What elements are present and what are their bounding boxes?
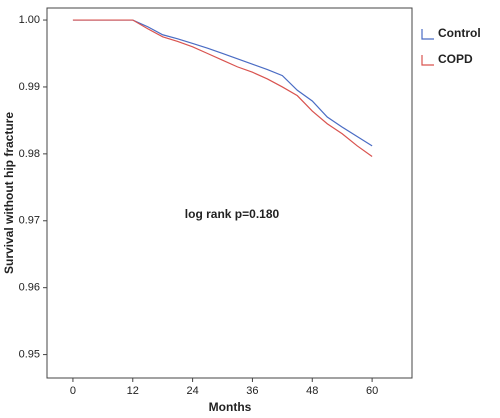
legend-marker xyxy=(421,29,434,40)
survival-line xyxy=(72,19,373,147)
legend-label: COPD xyxy=(438,52,473,66)
x-tick-label: 48 xyxy=(306,385,318,397)
x-tick-label: 36 xyxy=(246,385,258,397)
plot-frame xyxy=(46,7,413,379)
y-tick-label: 0.95 xyxy=(19,348,40,360)
y-tick-label: 0.98 xyxy=(19,148,40,160)
x-tick-label: 24 xyxy=(186,385,198,397)
y-tick-label: 0.99 xyxy=(19,81,40,93)
survival-line xyxy=(72,19,373,158)
y-axis-title: Survival without hip fracture xyxy=(2,112,16,274)
x-tick-label: 0 xyxy=(70,385,76,397)
x-tick-label: 12 xyxy=(127,385,139,397)
annotation: log rank p=0.180 xyxy=(185,207,280,221)
y-tick-label: 1.00 xyxy=(19,14,40,26)
x-tick-label: 60 xyxy=(366,385,378,397)
legend-marker xyxy=(421,55,434,66)
legend-label: Control xyxy=(438,26,481,40)
y-tick-label: 0.97 xyxy=(19,215,40,227)
y-tick-label: 0.96 xyxy=(19,282,40,294)
x-axis-title: Months xyxy=(209,400,252,414)
